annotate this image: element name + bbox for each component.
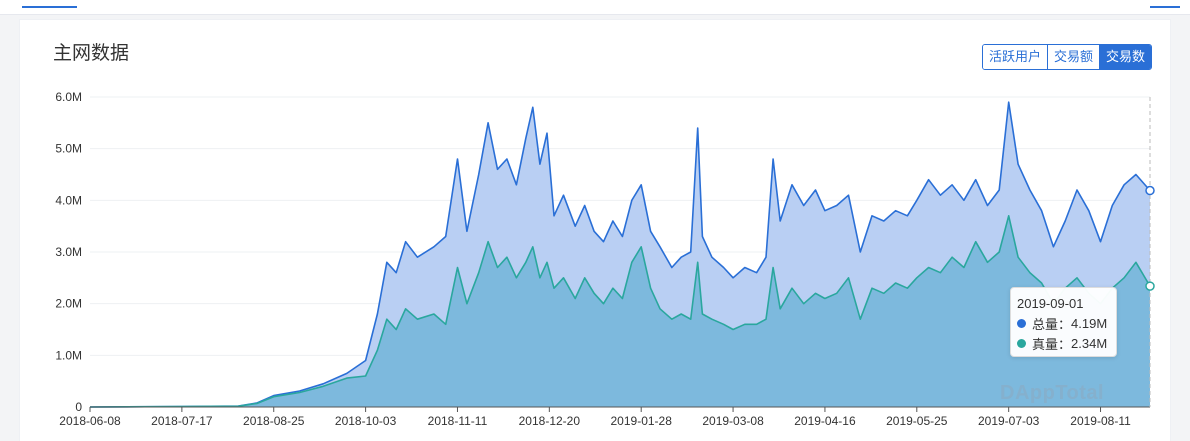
- x-tick-label: 2019-04-16: [794, 414, 856, 428]
- hover-point-total: [1145, 185, 1155, 196]
- toggle-transaction-volume[interactable]: 交易额: [1047, 45, 1100, 69]
- metric-toggle-group: 活跃用户 交易额 交易数: [981, 44, 1152, 70]
- tooltip-row-total: 总量： 4.19M: [1017, 313, 1110, 333]
- series-line-total: [89, 101, 1151, 408]
- tooltip-total-value: 4.19M: [1071, 315, 1108, 331]
- tooltip-date: 2019-09-01: [1017, 295, 1084, 311]
- card-title: 主网数据: [53, 43, 130, 64]
- y-tick-label: 2.0M: [55, 297, 82, 311]
- tooltip-row-real: 真量： 2.34M: [1017, 333, 1110, 353]
- y-tick-label: 1.0M: [55, 348, 82, 362]
- hover-point-real: [1145, 281, 1155, 291]
- toggle-transaction-count[interactable]: 交易数: [1099, 45, 1151, 69]
- chart-tooltip: 2019-09-01 总量： 4.19M 真量： 2.34M: [1010, 287, 1117, 357]
- x-tick-label: 2018-06-08: [59, 414, 121, 428]
- y-tick-label: 4.0M: [55, 193, 82, 207]
- x-tick-label: 2019-08-11: [1070, 414, 1131, 428]
- x-tick-label: 2018-10-03: [335, 414, 397, 428]
- x-tick-label: 2018-07-17: [151, 414, 213, 428]
- series-line-real: [89, 215, 1151, 408]
- tooltip-dot-total: [1017, 318, 1026, 328]
- hover-markers: [1145, 97, 1155, 407]
- y-tick-label: 0: [75, 400, 82, 414]
- x-tick-label: 2019-03-08: [702, 414, 764, 428]
- y-tick-label: 3.0M: [55, 245, 82, 259]
- toggle-active-users[interactable]: 活跃用户: [982, 45, 1048, 69]
- tooltip-real-name: 真量: [1032, 336, 1059, 352]
- x-tick-label: 2019-01-28: [611, 414, 673, 428]
- x-tick-label: 2019-05-25: [886, 414, 948, 428]
- x-tick-label: 2018-08-25: [243, 414, 305, 428]
- x-tick-label: 2018-11-11: [428, 414, 488, 428]
- tooltip-total-name: 总量: [1032, 316, 1059, 332]
- axes: 0 1.0M 2.0M 3.0M 4.0M 5.0M 6.0M 2018-06-08 2018-…: [55, 90, 1150, 428]
- tooltip-separator: ：: [1058, 336, 1072, 352]
- watermark-logo: DAppTotal: [1000, 382, 1105, 404]
- area-fill-real: [90, 215, 1150, 407]
- y-tick-label: 5.0M: [55, 142, 82, 156]
- y-tick-label: 6.0M: [55, 90, 82, 104]
- tooltip-dot-real: [1017, 338, 1026, 348]
- active-tab-indicator-left: [22, 6, 77, 8]
- active-tab-indicator-right: [1150, 6, 1180, 8]
- x-tick-label: 2018-12-20: [519, 414, 581, 428]
- x-tick-label: 2019-07-03: [978, 414, 1040, 428]
- tooltip-separator: ：: [1058, 316, 1072, 332]
- tooltip-real-value: 2.34M: [1071, 335, 1108, 351]
- top-nav-bar: [0, 0, 1190, 15]
- series-areas: [89, 101, 1151, 408]
